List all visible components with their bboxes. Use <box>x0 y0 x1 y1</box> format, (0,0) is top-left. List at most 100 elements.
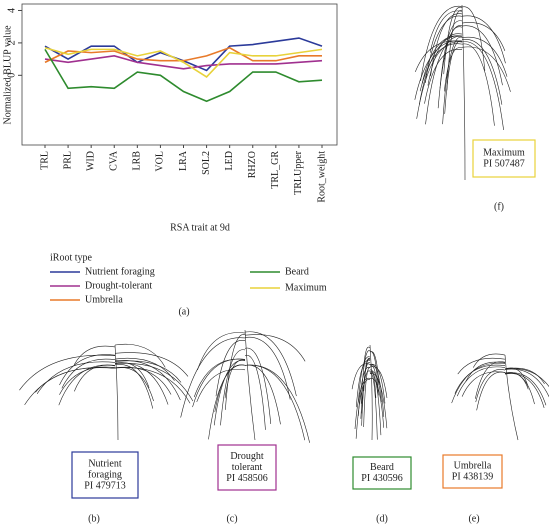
caption-box <box>472 139 536 178</box>
legend-title: iRoot type <box>50 252 93 263</box>
caption-box <box>352 456 412 490</box>
y-tick-label: 2 <box>6 40 17 45</box>
root-line <box>197 332 246 371</box>
legend-label: Nutrient foraging <box>85 266 155 277</box>
x-tick-label: RHZO <box>247 151 258 178</box>
panel-label: (d) <box>376 513 388 524</box>
root-line <box>358 356 371 403</box>
root-line <box>461 6 486 71</box>
root-line <box>454 364 506 394</box>
root-line <box>114 364 154 409</box>
root-line <box>504 372 529 390</box>
legend-label: Drought-tolerant <box>85 280 152 291</box>
root-line <box>504 368 549 398</box>
root-line <box>476 371 506 411</box>
root-line <box>114 366 172 395</box>
x-tick-label: CVA <box>109 150 120 171</box>
root-line <box>114 362 150 388</box>
series-line <box>44 46 322 64</box>
y-tick-label: 0 <box>6 73 17 78</box>
root-line <box>461 41 504 131</box>
root-line <box>35 367 116 393</box>
root-line <box>196 368 246 403</box>
caption-box <box>217 444 277 491</box>
x-tick-label: Root_weight <box>316 151 327 203</box>
root-line <box>461 25 503 86</box>
caption-text: Beard <box>370 462 394 473</box>
caption-text: PI 479713 <box>84 480 125 491</box>
x-tick-label: WID <box>85 151 96 171</box>
root-line <box>354 377 371 430</box>
x-tick-label: LRA <box>178 150 189 171</box>
root-line <box>215 340 246 397</box>
root-line <box>461 371 506 397</box>
caption-text: Umbrella <box>454 460 492 471</box>
root-line <box>421 35 463 84</box>
root-line <box>36 361 116 394</box>
root-line <box>425 36 463 125</box>
root-line <box>427 33 463 86</box>
root-line <box>19 354 116 391</box>
series-line <box>44 48 323 103</box>
root-line <box>461 36 508 77</box>
series-line <box>44 37 323 72</box>
root-line <box>355 359 371 408</box>
root-line <box>114 363 194 402</box>
root-line <box>244 364 306 441</box>
root-line <box>415 40 463 73</box>
root-line <box>504 367 529 387</box>
root-line <box>424 49 463 104</box>
series-line <box>44 55 323 70</box>
x-axis-label: RSA trait at 9d <box>170 222 230 233</box>
root-line <box>114 367 191 404</box>
x-tick-label: LED <box>224 151 235 170</box>
root-line <box>369 365 379 394</box>
legend-label: Umbrella <box>85 294 123 305</box>
root-line <box>369 364 385 417</box>
root-line <box>244 331 297 397</box>
root-line <box>244 364 281 425</box>
root-line <box>451 362 506 404</box>
root-line <box>361 359 371 426</box>
root-line <box>244 347 272 424</box>
series-line <box>44 46 323 78</box>
root-line <box>472 353 506 368</box>
caption-text: Drought <box>230 451 264 462</box>
root-line <box>369 372 378 440</box>
root-line <box>461 39 503 105</box>
y-tick-label: 4 <box>6 8 17 13</box>
root-line <box>208 364 246 440</box>
root-line <box>444 40 463 114</box>
root-line <box>192 358 246 408</box>
root-line <box>461 46 511 92</box>
panel-label: (b) <box>88 513 100 524</box>
root-line <box>351 363 371 390</box>
root-line <box>59 366 116 395</box>
y-axis-label: Normalized BLUP value <box>2 25 13 125</box>
root-line <box>114 352 189 377</box>
caption-box <box>442 454 503 489</box>
caption-box <box>71 451 139 499</box>
root-stem <box>369 344 373 441</box>
root-line <box>114 357 175 381</box>
root-line <box>213 360 246 426</box>
caption-text: PI 507487 <box>483 158 524 169</box>
root-line <box>360 350 371 404</box>
root-line <box>504 372 535 405</box>
root-line <box>429 10 463 53</box>
panel-label: (a) <box>178 306 189 317</box>
caption-text: PI 430596 <box>361 473 402 484</box>
panel-label: (e) <box>468 513 479 524</box>
root-line <box>74 364 116 392</box>
root-line <box>244 355 266 430</box>
root-line <box>180 337 246 418</box>
root-line <box>114 343 166 368</box>
root-line <box>225 334 246 410</box>
root-line <box>475 369 506 403</box>
root-line <box>244 364 310 443</box>
root-stem <box>504 354 519 441</box>
root-line <box>369 371 382 436</box>
x-tick-label: PRL <box>62 151 73 169</box>
root-line <box>220 349 246 426</box>
caption-text: tolerant <box>232 462 263 473</box>
